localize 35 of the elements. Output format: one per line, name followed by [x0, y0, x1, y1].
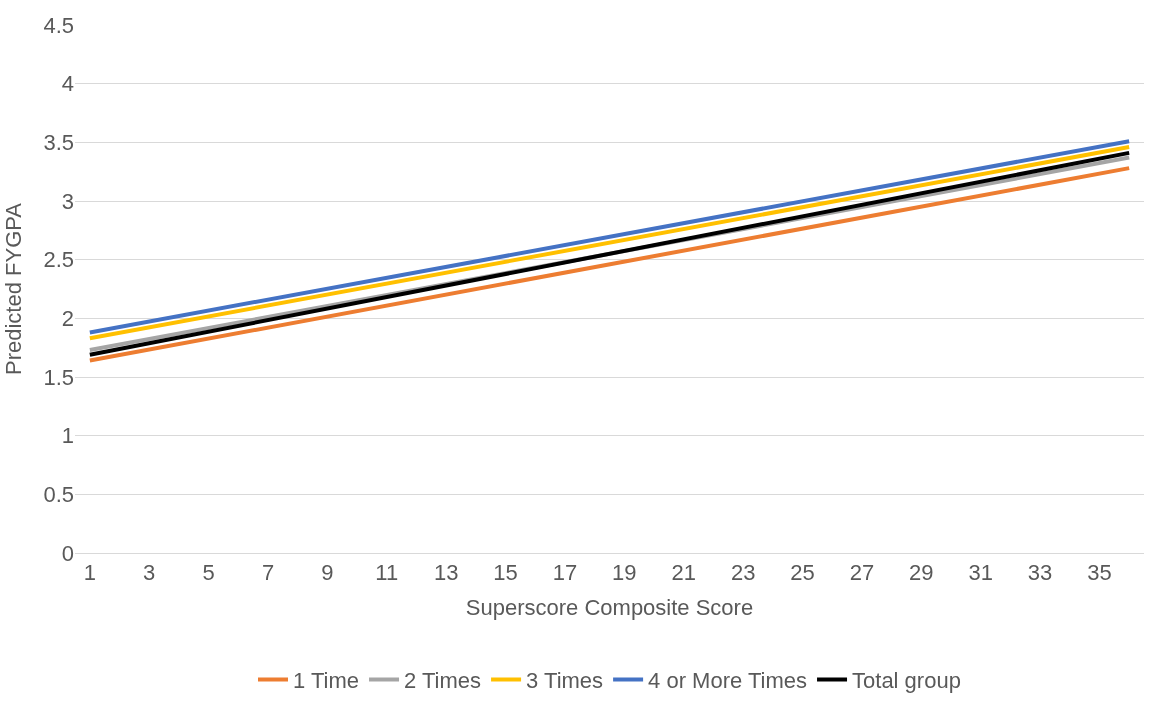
y-tick-label: 4 [61, 71, 74, 97]
x-tick-label: 27 [849, 560, 875, 586]
y-tick-label: 1 [61, 423, 74, 449]
x-tick-label: 17 [552, 560, 578, 586]
x-tick-label: 35 [1087, 560, 1112, 586]
x-tick-label: 15 [493, 560, 518, 586]
x-tick-label: 21 [671, 560, 696, 586]
y-tick-label: 1.5 [43, 364, 74, 390]
x-tick-label: 23 [730, 560, 756, 586]
y-tick-label: 3 [61, 188, 74, 214]
x-tick-label: 29 [909, 560, 934, 586]
legend-label: 2 Times [404, 667, 482, 693]
x-tick-label: 7 [261, 560, 275, 586]
x-tick-label: 5 [202, 560, 215, 586]
x-tick-label: 31 [968, 560, 993, 586]
y-tick-label: 2 [61, 306, 74, 332]
x-axis-title: Superscore Composite Score [465, 595, 754, 621]
x-tick-label: 13 [433, 560, 459, 586]
y-tick-label: 0 [61, 540, 74, 566]
y-tick-label: 3.5 [43, 130, 74, 156]
legend-label: 1 Time [293, 667, 360, 693]
x-tick-label: 11 [375, 560, 399, 586]
legend-label: 4 or More Times [648, 667, 808, 693]
y-tick-label: 4.5 [43, 12, 74, 38]
legend-label: 3 Times [526, 667, 604, 693]
y-tick-label: 0.5 [43, 482, 74, 508]
x-tick-label: 19 [612, 560, 637, 586]
y-tick-label: 2.5 [43, 247, 74, 273]
legend-label: Total group [852, 667, 961, 693]
x-tick-label: 33 [1027, 560, 1053, 586]
x-tick-label: 25 [790, 560, 815, 586]
x-tick-label: 3 [143, 560, 156, 586]
x-tick-label: 9 [321, 560, 334, 586]
y-axis-title: Predicted FYGPA [1, 202, 27, 375]
x-tick-label: 1 [83, 560, 96, 586]
